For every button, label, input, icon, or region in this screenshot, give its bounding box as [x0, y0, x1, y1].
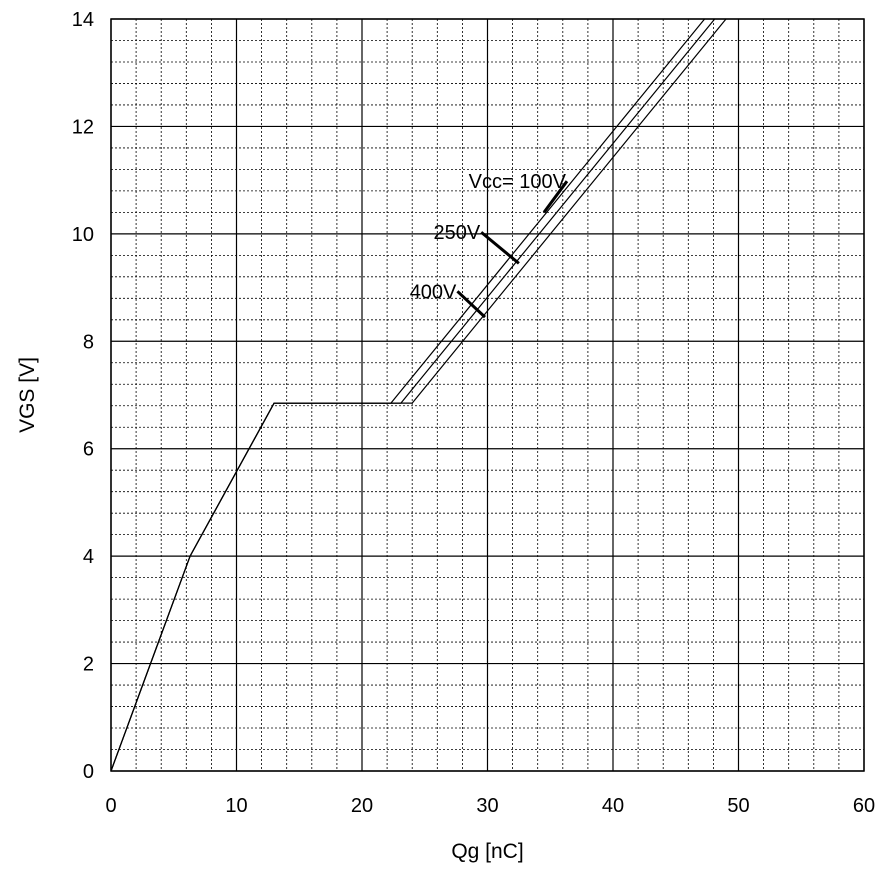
annotation-label-2: 400V	[410, 281, 457, 303]
annotation-pointer-1	[480, 231, 520, 265]
annotation-label-0: Vcc= 100V	[469, 171, 567, 193]
y-axis-title: VGS [V]	[16, 357, 39, 433]
y-tick-label: 2	[83, 654, 94, 676]
x-axis-title: Qg [nC]	[451, 840, 523, 863]
series-layer	[111, 19, 727, 771]
annotation-pointer-2	[456, 290, 487, 319]
x-tick-labels: 0 10 20 30 40 50 60	[105, 795, 875, 817]
annotation-layer: Vcc= 100V 250V 400V	[410, 171, 569, 319]
annotation-label-1: 250V	[434, 222, 481, 244]
y-tick-label: 4	[83, 546, 94, 568]
series-line-2	[111, 19, 727, 771]
y-tick-label: 0	[83, 761, 94, 783]
major-grid	[110, 18, 865, 772]
x-tick-label: 30	[476, 795, 498, 817]
y-tick-label: 8	[83, 331, 94, 353]
y-tick-label: 14	[72, 9, 94, 31]
x-tick-label: 10	[225, 795, 247, 817]
x-tick-label: 0	[105, 795, 116, 817]
x-tick-label: 60	[853, 795, 875, 817]
plot-frame	[110, 18, 865, 772]
x-tick-label: 50	[727, 795, 749, 817]
series-line-1	[111, 19, 716, 771]
y-tick-label: 10	[72, 224, 94, 246]
x-tick-label: 40	[602, 795, 624, 817]
y-tick-label: 12	[72, 116, 94, 138]
y-tick-labels: 0 2 4 6 8 10 12 14	[72, 9, 94, 783]
x-tick-label: 20	[351, 795, 373, 817]
annotation-pointer-0	[542, 180, 569, 214]
y-tick-label: 6	[83, 439, 94, 461]
